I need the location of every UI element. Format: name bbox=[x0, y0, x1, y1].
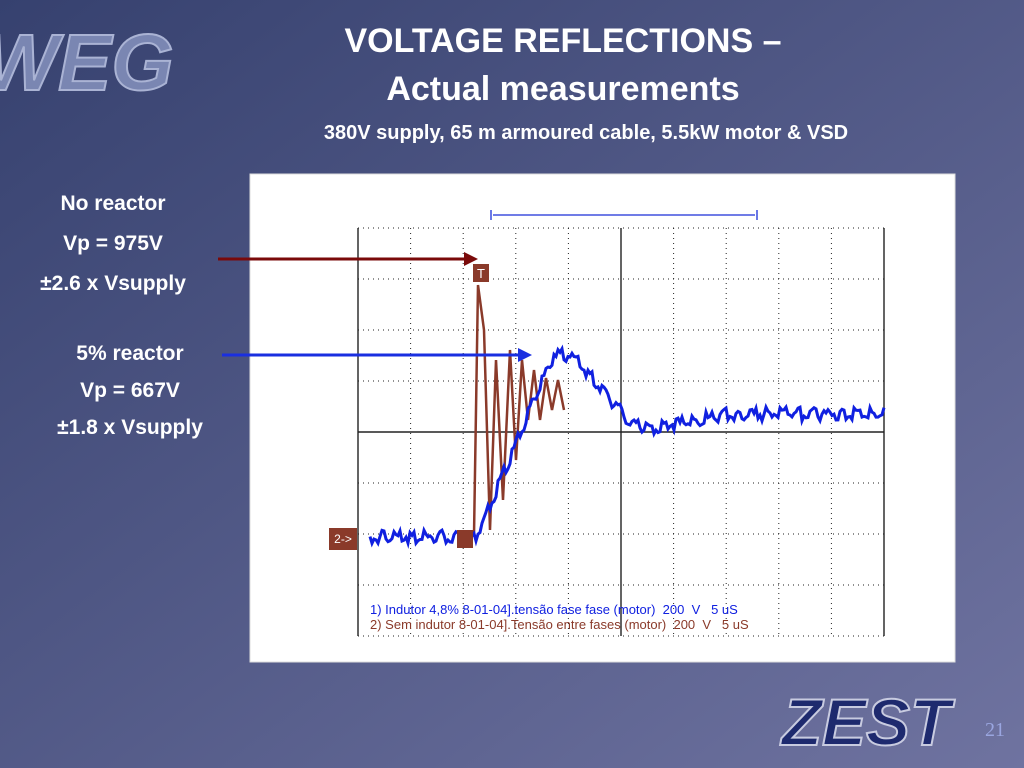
trace-no-reactor bbox=[459, 284, 566, 539]
title: Actual measurements bbox=[386, 70, 739, 108]
scope-legend: 2) Sem indutor 8-01-04].Tensão entre fas… bbox=[370, 617, 749, 632]
trace-reactor bbox=[368, 344, 886, 549]
annotation: Vp = 667V bbox=[80, 379, 180, 402]
title: VOLTAGE REFLECTIONS – bbox=[345, 22, 782, 60]
page-number: 21 bbox=[985, 719, 1005, 741]
trigger-bar bbox=[490, 210, 758, 220]
scope-grid bbox=[357, 227, 885, 637]
trigger-marker bbox=[473, 264, 489, 282]
arrow-head bbox=[464, 252, 478, 266]
zest-logo: ZEST bbox=[780, 685, 955, 759]
ground-marker bbox=[457, 530, 473, 548]
annotation: Vp = 975V bbox=[63, 232, 163, 255]
scope-legend: 1) Indutor 4,8% 8-01-04].tensão fase fas… bbox=[370, 602, 738, 617]
subtitle: 380V supply, 65 m armoured cable, 5.5kW … bbox=[324, 122, 848, 144]
arrow-head bbox=[518, 348, 532, 362]
trigger-marker-label: T bbox=[477, 266, 485, 281]
channel-marker bbox=[329, 528, 357, 550]
channel-marker-label: 2-> bbox=[334, 532, 352, 546]
annotation: ±1.8 x Vsupply bbox=[57, 416, 203, 439]
annotation: ±2.6 x Vsupply bbox=[40, 272, 186, 295]
annotation: No reactor bbox=[60, 192, 165, 215]
weg-logo: WEG bbox=[0, 18, 174, 107]
annotation: 5% reactor bbox=[76, 342, 183, 365]
